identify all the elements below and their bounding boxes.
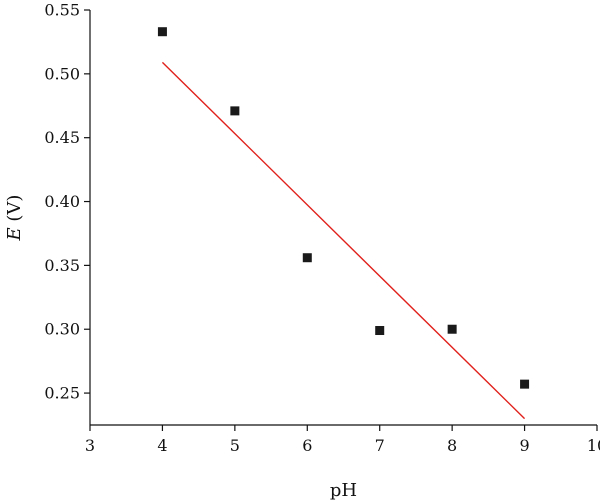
x-tick-label: 4 [157, 436, 167, 455]
data-points [157, 27, 530, 389]
y-tick-label: 0.50 [44, 64, 80, 83]
fit-line-group [161, 61, 526, 420]
y-tick-label: 0.25 [44, 384, 80, 403]
x-tick-label: 10 [587, 436, 600, 455]
y-ticks: 0.25 0.30 0.35 0.40 0.45 0.50 0.55 [44, 1, 90, 403]
x-tick-label: 8 [447, 436, 457, 455]
y-axis-title-unit: (V) [4, 195, 25, 228]
y-axis-title: E (V) [4, 195, 25, 242]
y-tick-label: 0.45 [44, 128, 80, 147]
y-tick-label: 0.35 [44, 256, 80, 275]
y-tick-label: 0.30 [44, 320, 80, 339]
x-tick-label: 6 [302, 436, 312, 455]
linear-fit-line [161, 61, 526, 420]
data-point [375, 326, 385, 336]
x-tick-label: 3 [85, 436, 95, 455]
x-axis-title: pH [330, 480, 357, 501]
data-point [157, 27, 167, 37]
x-ticks: 3 4 5 6 7 8 9 10 [85, 425, 600, 455]
x-tick-label: 9 [519, 436, 529, 455]
y-tick-label: 0.40 [44, 192, 80, 211]
data-point [302, 253, 312, 263]
axes [89, 10, 597, 426]
y-axis-title-symbol: E [4, 227, 25, 241]
y-tick-label: 0.55 [44, 1, 80, 20]
x-tick-label: 5 [230, 436, 240, 455]
data-point [520, 379, 530, 389]
data-point [230, 106, 240, 116]
data-point [447, 324, 457, 334]
x-tick-label: 7 [375, 436, 385, 455]
